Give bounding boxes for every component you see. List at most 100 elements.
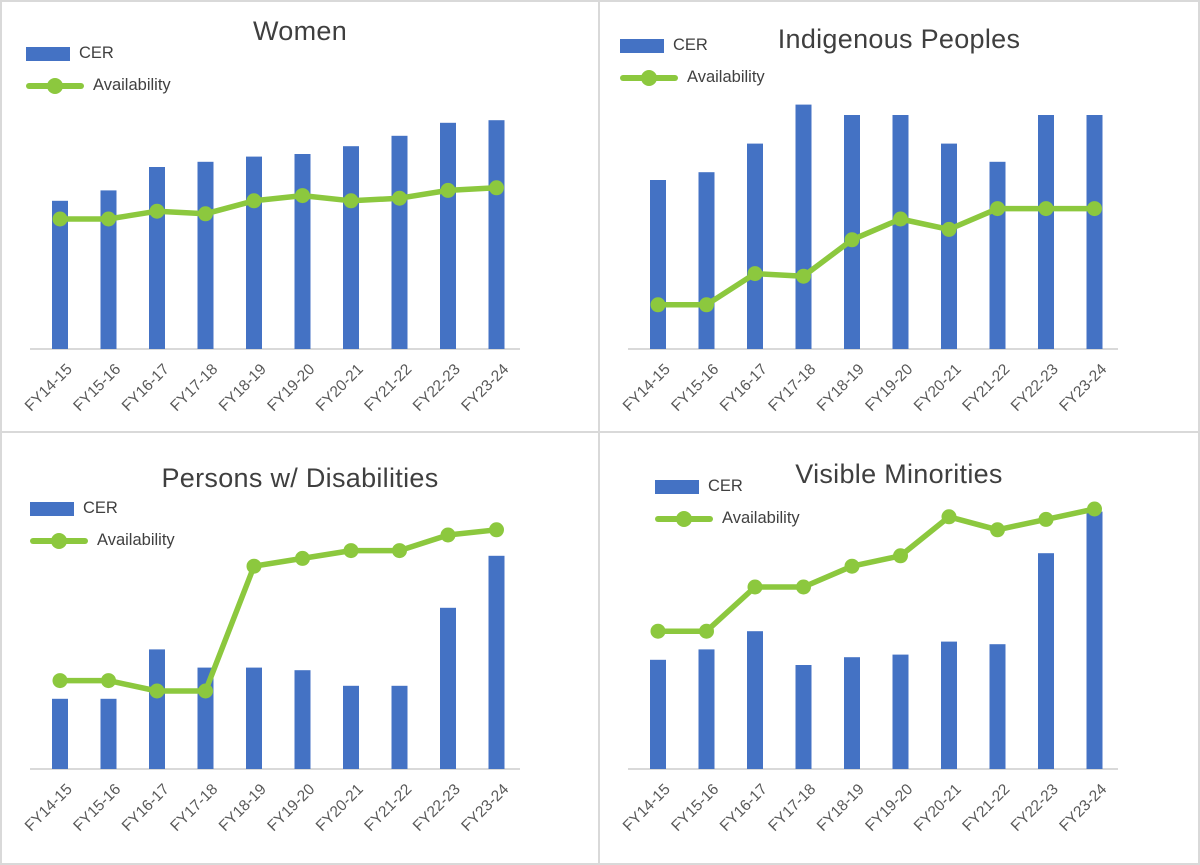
cer-bar-FY22-23	[1038, 553, 1054, 769]
plot-area-indigenous-peoples: FY14-15FY15-16FY16-17FY17-18FY18-19FY19-…	[620, 104, 1118, 415]
plot-area-visible-minorities: FY14-15FY15-16FY16-17FY17-18FY18-19FY19-…	[620, 501, 1118, 835]
cer-bar-FY19-20	[294, 154, 311, 349]
availability-marker-FY15-16	[101, 673, 116, 689]
cer-bar-FY19-20	[294, 670, 311, 769]
availability-marker-FY15-16	[101, 211, 116, 227]
x-axis-label-FY21-22: FY21-22	[959, 361, 1013, 415]
cer-bar-FY19-20	[892, 654, 909, 769]
legend-visible-minorities: CER Availability	[655, 477, 800, 528]
x-axis-label-FY21-22: FY21-22	[361, 361, 415, 415]
x-axis-label-FY15-16: FY15-16	[668, 781, 722, 835]
x-axis-label-FY17-18: FY17-18	[765, 781, 819, 835]
availability-marker-FY17-18	[796, 268, 811, 284]
legend-item-cer: CER	[30, 499, 175, 518]
availability-marker-FY20-21	[343, 193, 359, 209]
cer-bar-FY19-20	[892, 115, 909, 349]
legend-item-cer: CER	[26, 44, 171, 63]
x-axis-label-FY18-19: FY18-19	[216, 361, 270, 415]
availability-marker-FY23-24	[489, 522, 504, 538]
legend-item-availability: Availability	[26, 76, 171, 95]
cer-bar-FY16-17	[747, 631, 763, 769]
x-axis-label-FY23-24: FY23-24	[1056, 361, 1110, 415]
legend-persons-w-disabilities: CER Availability	[30, 499, 175, 550]
cer-bar-FY21-22	[391, 685, 408, 769]
cer-bar-FY21-22	[989, 161, 1006, 349]
availability-marker-FY22-23	[1038, 511, 1054, 527]
availability-marker-FY22-23	[1038, 201, 1054, 217]
availability-marker-FY16-17	[149, 683, 165, 699]
availability-line	[57, 185, 500, 222]
cer-bar-FY18-19	[246, 156, 262, 349]
legend-label-cer: CER	[83, 499, 118, 517]
availability-marker-FY14-15	[52, 673, 68, 689]
availability-marker-FY20-21	[343, 543, 359, 559]
x-axis-label-FY15-16: FY15-16	[70, 781, 124, 835]
x-axis-label-FY20-21: FY20-21	[313, 781, 367, 835]
cer-bar-FY14-15	[52, 200, 68, 349]
cer-bar-swatch-icon	[30, 501, 74, 516]
availability-marker-FY21-22	[990, 522, 1005, 538]
x-axis-label-FY19-20: FY19-20	[862, 781, 916, 835]
availability-line-swatch-icon	[620, 69, 678, 86]
x-axis-label-FY17-18: FY17-18	[167, 781, 221, 835]
availability-marker-FY15-16	[699, 297, 714, 313]
availability-marker-FY20-21	[941, 509, 957, 525]
x-axis-label-FY19-20: FY19-20	[862, 361, 916, 415]
cer-bar-FY14-15	[52, 698, 68, 769]
cer-bar-FY16-17	[149, 649, 165, 769]
x-axis-label-FY16-17: FY16-17	[717, 781, 771, 835]
availability-line	[655, 506, 1098, 634]
x-axis-label-FY19-20: FY19-20	[264, 361, 318, 415]
availability-marker-FY14-15	[52, 211, 68, 227]
availability-line	[57, 527, 500, 694]
legend-label-cer: CER	[708, 477, 743, 495]
legend-label-availability: Availability	[93, 76, 171, 94]
x-axis-label-FY20-21: FY20-21	[911, 781, 965, 835]
availability-marker-FY18-19	[246, 193, 262, 209]
availability-marker-FY17-18	[796, 579, 811, 595]
x-axis-label-FY14-15: FY14-15	[620, 781, 674, 835]
x-axis-label-FY18-19: FY18-19	[814, 781, 868, 835]
cer-bar-FY14-15	[650, 180, 666, 349]
cer-bar-FY16-17	[747, 143, 763, 349]
legend-item-availability: Availability	[620, 68, 765, 87]
chart-title-persons-w-disabilities: Persons w/ Disabilities	[161, 463, 439, 493]
x-axis-label-FY20-21: FY20-21	[911, 361, 965, 415]
cer-bar-FY21-22	[391, 135, 408, 349]
legend-item-cer: CER	[620, 36, 765, 55]
legend-item-cer: CER	[655, 477, 800, 496]
availability-marker-FY21-22	[392, 543, 407, 559]
x-axis-label-FY21-22: FY21-22	[959, 781, 1013, 835]
legend-label-availability: Availability	[97, 531, 175, 549]
x-axis-label-FY23-24: FY23-24	[458, 361, 512, 415]
cer-bar-FY23-24	[1086, 115, 1103, 349]
availability-marker-FY16-17	[747, 266, 763, 282]
x-axis-label-FY22-23: FY22-23	[410, 781, 464, 835]
plot-area-women: FY14-15FY15-16FY16-17FY17-18FY18-19FY19-…	[22, 120, 520, 415]
chart-panel-persons-w-disabilities: Persons w/ Disabilities CER Availability…	[2, 433, 600, 863]
x-axis-label-FY21-22: FY21-22	[361, 781, 415, 835]
chart-title-visible-minorities: Visible Minorities	[795, 459, 1003, 489]
cer-bar-swatch-icon	[655, 479, 699, 494]
cer-bar-FY18-19	[844, 115, 860, 349]
availability-marker-FY23-24	[489, 180, 504, 196]
availability-marker-FY19-20	[893, 211, 908, 227]
legend-item-availability: Availability	[30, 531, 175, 550]
cer-bar-FY17-18	[795, 104, 812, 349]
x-axis-label-FY23-24: FY23-24	[1056, 781, 1110, 835]
cer-bar-FY17-18	[795, 665, 812, 769]
cer-bar-FY14-15	[650, 659, 666, 769]
availability-marker-FY23-24	[1087, 201, 1102, 217]
x-axis-label-FY17-18: FY17-18	[765, 361, 819, 415]
availability-marker-FY18-19	[844, 232, 860, 248]
availability-line	[655, 205, 1098, 308]
cer-bar-FY22-23	[440, 607, 456, 769]
availability-marker-FY19-20	[295, 188, 310, 204]
cer-bar-swatch-icon	[620, 38, 664, 53]
availability-marker-FY19-20	[295, 550, 310, 566]
availability-line-swatch-icon	[30, 532, 88, 549]
availability-marker-FY23-24	[1087, 501, 1102, 517]
availability-marker-FY19-20	[893, 548, 908, 564]
availability-line-swatch-icon	[655, 510, 713, 527]
